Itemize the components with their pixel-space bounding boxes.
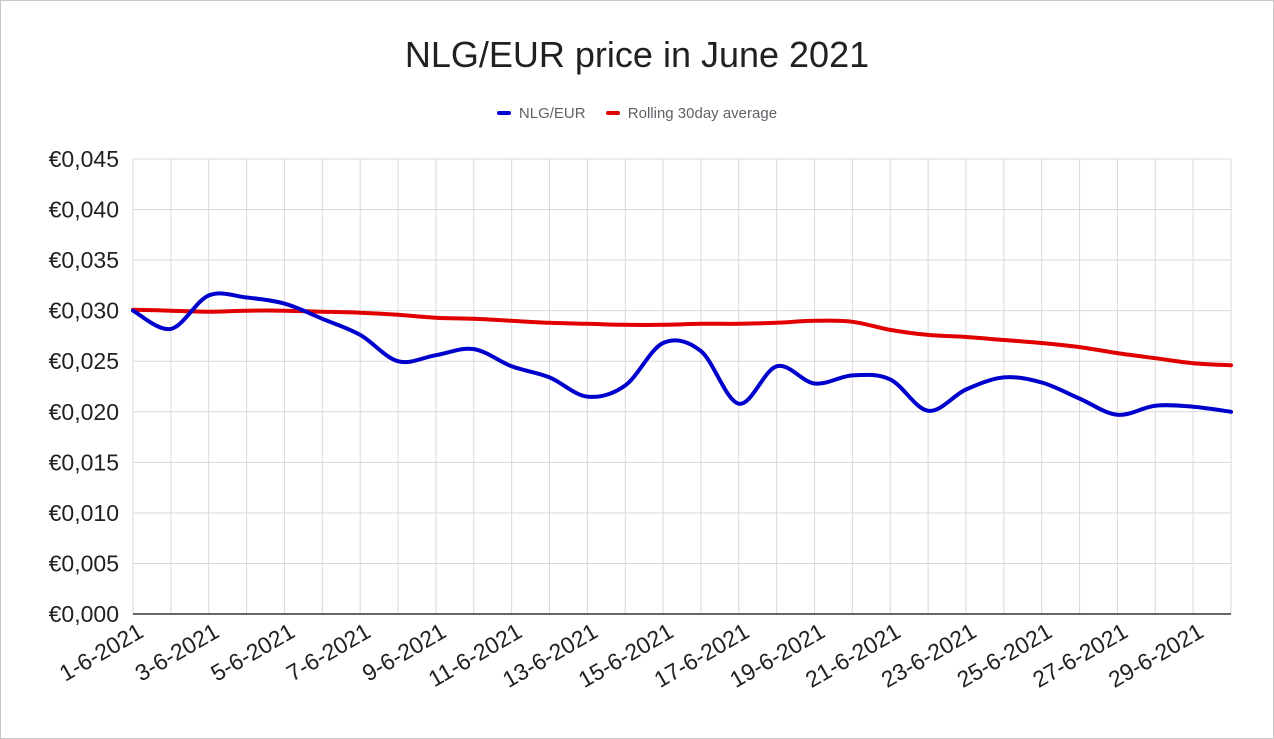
x-tick-label: 3-6-2021 [130, 618, 223, 687]
x-tick-label: 7-6-2021 [282, 618, 375, 687]
y-tick-label: €0,010 [49, 500, 119, 526]
x-axis-ticks: 1-6-20213-6-20215-6-20217-6-20219-6-2021… [55, 618, 1208, 693]
chart-title: NLG/EUR price in June 2021 [404, 34, 870, 75]
legend-item-rolling-average[interactable]: Rolling 30day average [605, 104, 778, 122]
chart-legend: NLG/EUR Rolling 30day average [0, 102, 1274, 122]
y-tick-label: €0,045 [49, 146, 119, 172]
series-line-rolling-average[interactable] [131, 307, 1233, 368]
grid-lines [132, 158, 1232, 614]
legend-item-nlg-eur[interactable]: NLG/EUR [496, 104, 586, 122]
y-tick-label: €0,005 [49, 550, 119, 576]
x-tick-label: 5-6-2021 [206, 618, 299, 687]
legend-swatch-nlg-eur [496, 111, 511, 115]
legend-label-rolling-average: Rolling 30day average [627, 104, 778, 122]
series-lines [131, 291, 1233, 417]
y-tick-label: €0,025 [49, 348, 119, 374]
y-tick-label: €0,020 [49, 399, 119, 425]
y-axis-ticks: €0,000 €0,005 €0,010 €0,015 €0,020 €0,025 €0,0… [49, 146, 119, 627]
series-line-nlg-eur[interactable] [131, 291, 1233, 417]
y-tick-label: €0,040 [49, 197, 119, 223]
legend-swatch-rolling-average [605, 111, 620, 115]
y-tick-label: €0,015 [49, 449, 119, 475]
y-tick-label: €0,030 [49, 298, 119, 324]
x-tick-label: 1-6-2021 [55, 618, 148, 687]
y-tick-label: €0,000 [49, 601, 119, 627]
legend-label-nlg-eur: NLG/EUR [518, 104, 586, 122]
y-tick-label: €0,035 [49, 247, 119, 273]
